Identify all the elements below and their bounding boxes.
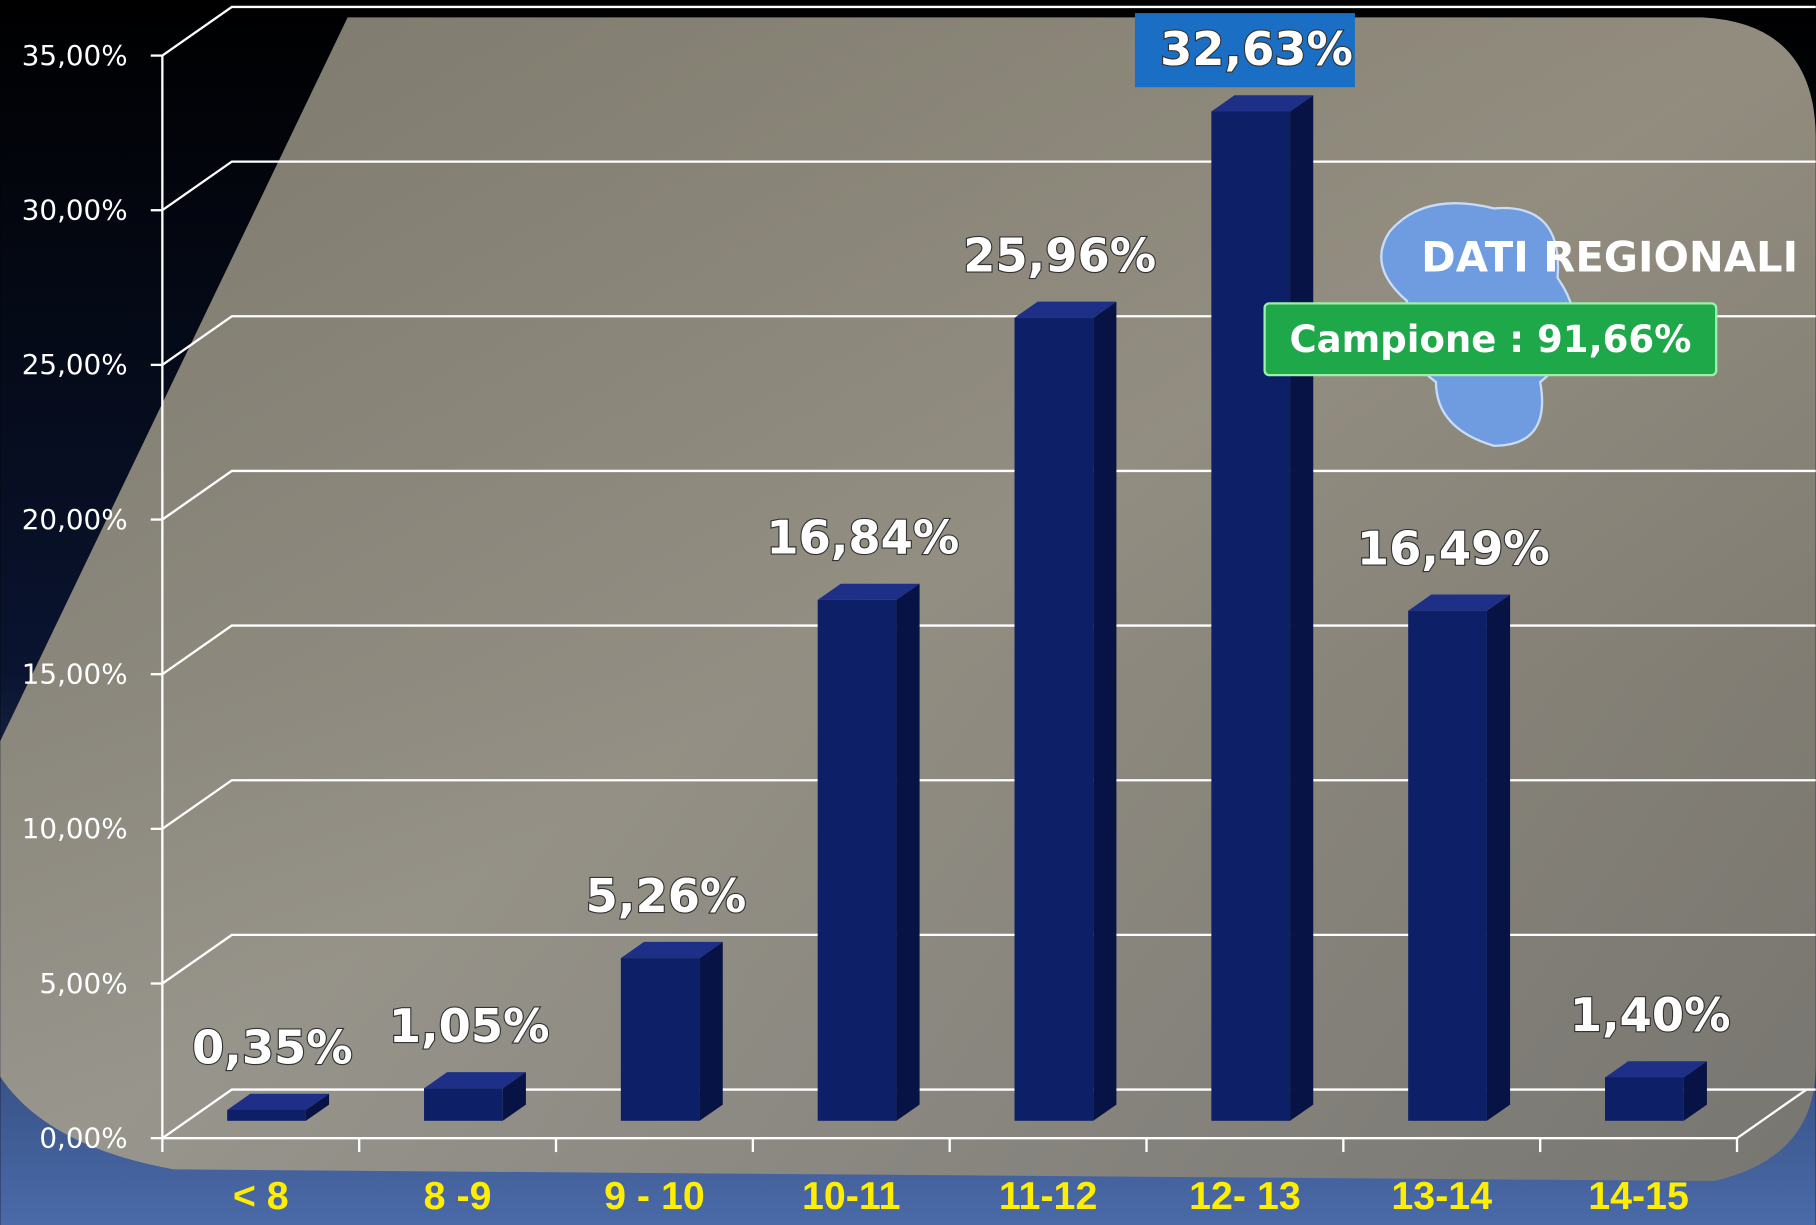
x-tick-label: 8 -9	[424, 1174, 492, 1218]
value-label: 1,40%	[1570, 988, 1731, 1042]
value-label: 5,26%	[586, 869, 747, 923]
bar-top	[817, 583, 920, 600]
bar-top	[1605, 1061, 1707, 1078]
bar-top	[424, 1072, 526, 1089]
bar	[1408, 610, 1487, 1121]
bar	[1014, 317, 1094, 1121]
sample-label: Campione : 91,66%	[1289, 318, 1691, 361]
bar	[227, 1109, 306, 1121]
value-label: 25,96%	[963, 229, 1156, 283]
x-tick-label: 9 - 10	[604, 1174, 705, 1218]
bar-top	[1408, 594, 1511, 611]
bar-side	[896, 583, 920, 1121]
highlight-box	[1134, 13, 1355, 88]
bar	[424, 1088, 503, 1121]
bar-top	[620, 941, 723, 959]
value-label: 16,84%	[766, 511, 959, 565]
bar-top	[1014, 301, 1117, 318]
value-label: 1,05%	[389, 999, 550, 1053]
grid-line	[161, 5, 1816, 57]
bar	[817, 599, 897, 1121]
bar-top	[227, 1093, 330, 1110]
y-tick-label: 30,00%	[22, 193, 128, 226]
floor-edge	[1736, 1088, 1808, 1140]
bar	[1211, 111, 1291, 1121]
x-tick-label: 14-15	[1588, 1174, 1689, 1218]
bar-side	[1486, 594, 1511, 1121]
bar-side	[1093, 301, 1117, 1121]
bar	[1605, 1077, 1684, 1121]
value-label: 32,63%	[1160, 22, 1353, 76]
y-tick-label: 10,00%	[22, 812, 128, 845]
y-tick-label: 25,00%	[22, 348, 128, 381]
bar-side	[502, 1072, 526, 1121]
y-tick-label: 5,00%	[39, 967, 127, 1000]
bar-side	[1683, 1061, 1707, 1121]
x-tick-label: 12- 13	[1189, 1174, 1301, 1218]
x-tick-label: < 8	[233, 1174, 289, 1218]
y-tick-label: 15,00%	[22, 657, 128, 690]
x-tick-label: 11-12	[999, 1174, 1098, 1218]
value-label: 0,35%	[192, 1021, 353, 1075]
y-tick-label: 0,00%	[39, 1121, 127, 1154]
bar-side	[1290, 95, 1314, 1121]
value-label: 16,49%	[1357, 521, 1550, 575]
bar-top	[1211, 95, 1314, 112]
x-tick-label: 13-14	[1391, 1174, 1492, 1218]
bar-side	[305, 1093, 330, 1121]
y-tick-label: 35,00%	[22, 39, 128, 72]
y-tick-label: 20,00%	[22, 503, 128, 536]
sample-box	[1263, 302, 1718, 377]
bar-side	[699, 941, 723, 1121]
region-title: DATI REGIONALI	[1421, 233, 1798, 282]
bar	[620, 958, 700, 1121]
x-tick-label: 10-11	[802, 1174, 901, 1218]
